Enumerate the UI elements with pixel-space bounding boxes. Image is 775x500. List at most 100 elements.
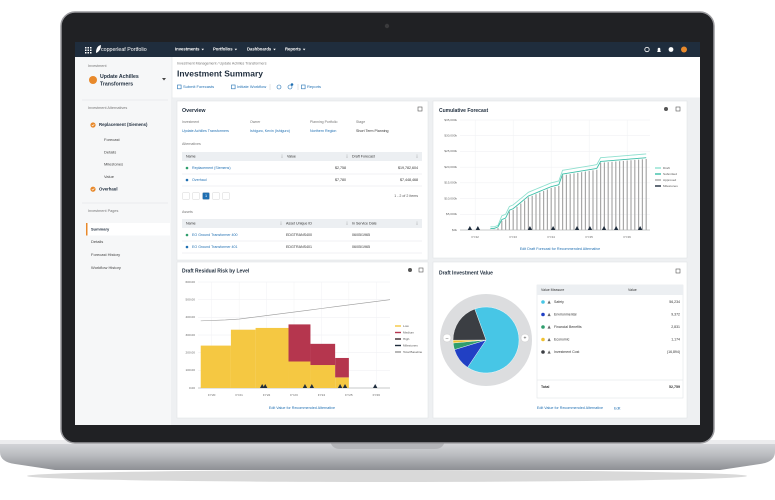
measure-icon (547, 312, 551, 317)
page-link[interactable]: Forecast History (91, 252, 120, 257)
gear-icon[interactable] (408, 268, 412, 272)
measure-dot (541, 337, 545, 342)
pager-page[interactable]: 1 (205, 194, 207, 198)
expand-icon[interactable] (675, 268, 681, 274)
area-step (310, 365, 336, 388)
field-label: Planning Portfolio (310, 120, 337, 124)
field-value[interactable]: Update Achilles Transformers (182, 129, 229, 133)
nav-menu[interactable]: Reports (285, 47, 301, 52)
pager-button[interactable] (222, 192, 230, 200)
check (91, 188, 95, 191)
y-tick-label: 600.00 (186, 280, 196, 284)
bar (550, 187, 552, 230)
alternative-page-link[interactable]: Details (104, 149, 116, 154)
link-icon[interactable] (276, 84, 282, 90)
alternative-page-link[interactable]: Forecast (104, 137, 120, 142)
pager-button[interactable] (192, 192, 200, 200)
zoom-label[interactable]: – (446, 336, 449, 342)
brand: copperleaf Portfolio (101, 47, 147, 53)
legend-label: Total Baseline (403, 350, 423, 354)
field-label: Owner (250, 120, 261, 124)
badge (290, 83, 294, 86)
comment-icon[interactable] (287, 84, 293, 90)
y-tick-label: $30,000k (444, 134, 457, 138)
action-icon (231, 84, 236, 90)
active-page (86, 223, 170, 236)
x-tick-label: FY23 (509, 235, 517, 239)
bar (584, 171, 586, 230)
gear-icon[interactable] (664, 107, 668, 111)
measure-dot (541, 325, 545, 329)
nav-menu[interactable]: Portfolios (213, 47, 233, 52)
grid-icon (85, 47, 92, 54)
field-label: Investment (182, 120, 199, 124)
expand-icon[interactable] (675, 106, 681, 112)
field-value[interactable]: Ishiguro, Kevin (Ishiguro) (250, 129, 290, 133)
table-cell[interactable]: EO Ground Transformer 401 (192, 245, 238, 249)
field-value[interactable]: Northern Region (310, 129, 336, 133)
bar (558, 186, 560, 230)
edit-link[interactable]: Edit (614, 406, 620, 410)
table-cell[interactable]: EO Ground Transformer 400 (192, 233, 238, 237)
panel-link[interactable]: Edit Value for Recommended Alternative (537, 406, 603, 410)
panel-title: Draft Investment Value (439, 270, 493, 276)
bar (626, 160, 628, 230)
expand-icon[interactable] (417, 106, 423, 112)
zoom-button[interactable] (442, 333, 452, 343)
pager-button[interactable] (202, 192, 210, 200)
bar (562, 175, 564, 230)
bar (516, 206, 518, 230)
alternative-link[interactable]: Replacement (Siemens) (99, 122, 148, 127)
table-cell: $2,758 (335, 166, 346, 170)
alternative-page-link[interactable]: Milestones (104, 162, 123, 167)
avatar[interactable] (681, 46, 687, 53)
pager-button[interactable] (182, 192, 190, 200)
panel-link[interactable]: Edit Value for Recommended Alternative (269, 406, 335, 410)
x-tick-label: FY26 (373, 393, 381, 397)
panel-link[interactable]: Edit Draft Forecast for Recommended Alte… (520, 247, 600, 251)
bar (497, 228, 499, 230)
action-link[interactable]: Initiate Workflow (237, 84, 266, 89)
page-link[interactable]: Workflow History (91, 265, 121, 270)
zoom-button[interactable] (520, 333, 530, 343)
zoom-label[interactable]: + (524, 336, 527, 342)
nav-menu[interactable]: Dashboards (247, 47, 272, 52)
measure-icon (547, 350, 551, 354)
milestone (601, 226, 607, 230)
alternative-link[interactable]: Overhaul (99, 186, 118, 191)
column-header: Value (287, 154, 296, 158)
area-step (310, 343, 336, 366)
nav-menu[interactable]: Investments (175, 47, 200, 52)
bell-icon[interactable] (657, 47, 661, 52)
action-link[interactable]: Reports (307, 84, 321, 89)
expand-icon[interactable] (418, 267, 424, 273)
page-link[interactable]: Summary (91, 226, 110, 231)
column-header: Value Measure (541, 288, 564, 292)
x-tick-label: FY25 (345, 393, 353, 397)
table-cell[interactable]: Overhaul (192, 178, 207, 182)
measure-name: Environmental (554, 312, 577, 316)
legend-label: High (403, 337, 410, 341)
bar (619, 161, 621, 230)
y-tick-label: $5,000k (446, 212, 457, 216)
milestone (613, 226, 619, 230)
bar (524, 200, 526, 230)
milestone (587, 226, 593, 230)
measure-value: (16,894) (667, 350, 680, 354)
action-link[interactable]: Submit Forecasts (183, 84, 214, 89)
alternative-page-link[interactable]: Value (104, 174, 115, 179)
area-step (200, 345, 231, 388)
row-icon (185, 166, 189, 170)
bar (508, 211, 510, 230)
table-cell[interactable]: Replacement (Siemens) (192, 166, 231, 170)
page-link[interactable]: Details (91, 239, 103, 244)
table-header (537, 285, 683, 295)
sidebar (75, 57, 172, 425)
help-icon[interactable] (668, 47, 674, 52)
search-icon[interactable] (644, 46, 650, 53)
dropdown-caret[interactable] (162, 78, 166, 81)
column-header: Value (628, 288, 637, 292)
legend-label: Approved (663, 178, 677, 182)
pager-button[interactable] (212, 192, 220, 200)
menu-caret (234, 48, 238, 51)
